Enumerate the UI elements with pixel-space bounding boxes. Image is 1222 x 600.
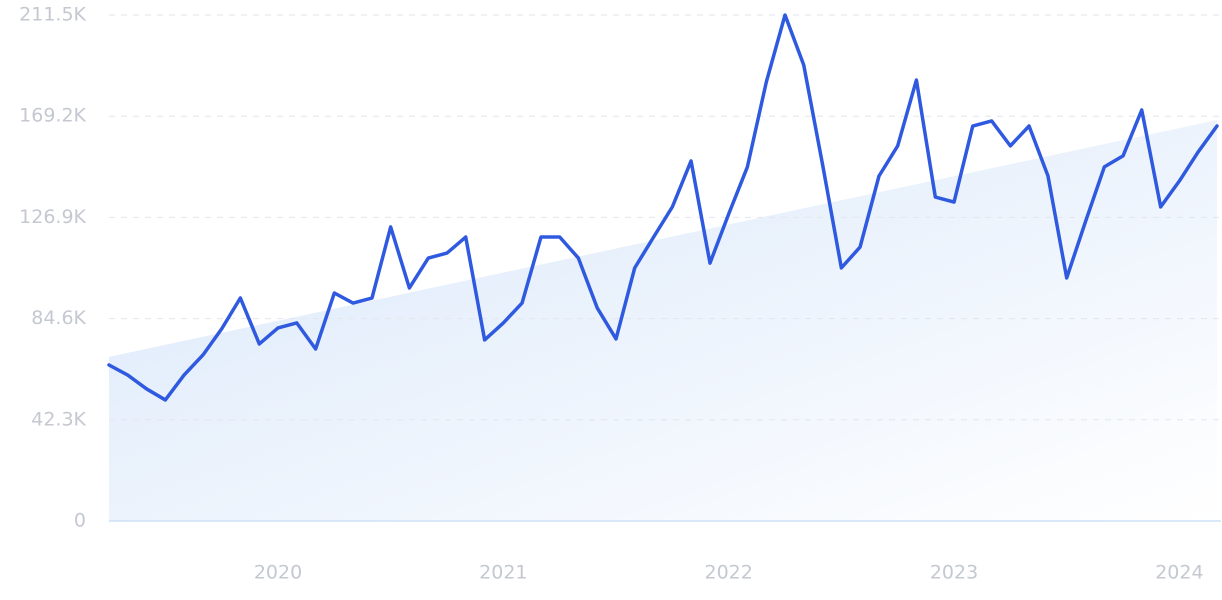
y-tick-label: 84.6K	[31, 307, 86, 329]
trend-area	[109, 120, 1217, 521]
y-tick-label: 42.3K	[31, 408, 86, 430]
y-tick-label: 211.5K	[19, 4, 86, 26]
x-tick-label: 2021	[479, 562, 527, 584]
x-tick-label: 2023	[930, 562, 978, 584]
y-tick-label: 126.9K	[19, 206, 86, 228]
x-tick-label: 2022	[705, 562, 753, 584]
series-line	[107, 13, 1219, 402]
x-tick-label: 2024	[1155, 562, 1203, 584]
y-tick-label: 0	[74, 510, 86, 532]
x-tick-label: 2020	[254, 562, 302, 584]
y-tick-label: 169.2K	[19, 105, 86, 127]
